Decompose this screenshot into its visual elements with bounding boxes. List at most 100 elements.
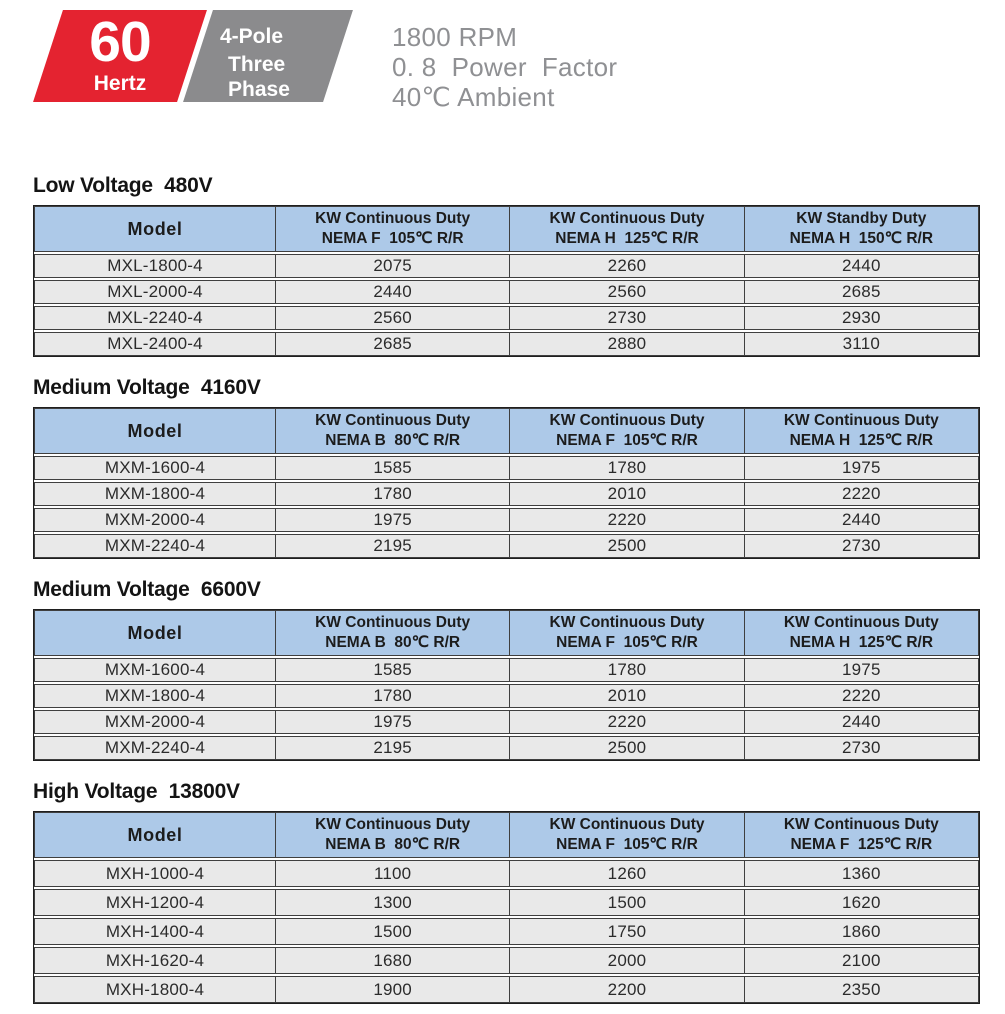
column-header-line1: KW Standby Duty xyxy=(796,209,927,227)
model-cell: MXM-1800-4 xyxy=(104,484,206,503)
table-row: MXH-1200-4 1300 1500 1620 xyxy=(34,889,979,916)
model-cell: MXM-1600-4 xyxy=(104,458,206,477)
value-cell: 1260 xyxy=(509,861,743,886)
column-header: KW Continuous Duty NEMA B 80℃ R/R xyxy=(275,611,509,655)
value-cell: 2685 xyxy=(743,281,978,303)
value-cell: 2075 xyxy=(275,255,509,277)
value-cell: 2260 xyxy=(509,255,743,277)
model-cell: MXM-2000-4 xyxy=(104,510,206,529)
phase-label: Three Phase xyxy=(228,53,290,102)
table-row: MXM-2000-4 1975 2220 2440 xyxy=(34,508,979,532)
table-row: MXH-1400-4 1500 1750 1860 xyxy=(34,918,979,945)
spec-table-low-voltage: Model KW Continuous Duty NEMA F 105℃ R/R… xyxy=(33,205,980,357)
value-cell: 2000 xyxy=(509,948,743,973)
value-cell: 2440 xyxy=(743,711,978,733)
value-cell: 2730 xyxy=(743,535,978,557)
column-header-line1: KW Continuous Duty xyxy=(783,815,939,833)
model-cell: MXH-1620-4 xyxy=(105,950,205,970)
spec-line-ambient: 40℃ Ambient xyxy=(392,82,555,112)
value-cell: 1860 xyxy=(743,919,978,944)
spec-table-medium-voltage-6600: Model KW Continuous Duty NEMA B 80℃ R/R … xyxy=(33,609,980,761)
column-header-line1: KW Continuous Duty xyxy=(549,411,705,429)
value-cell: 1585 xyxy=(275,659,509,681)
column-header: KW Continuous Duty NEMA H 125℃ R/R xyxy=(509,207,743,251)
column-header: KW Continuous Duty NEMA F 105℃ R/R xyxy=(509,611,743,655)
column-header-model: Model xyxy=(127,824,183,845)
value-cell: 2440 xyxy=(275,281,509,303)
column-header-line1: KW Continuous Duty xyxy=(783,411,939,429)
model-cell: MXH-1800-4 xyxy=(105,979,205,999)
value-cell: 2560 xyxy=(509,281,743,303)
value-cell: 1780 xyxy=(509,659,743,681)
value-cell: 1975 xyxy=(743,457,978,479)
column-header-line1: KW Continuous Duty xyxy=(549,815,705,833)
spec-block: 1800 RPM 0. 8 Power Factor 40℃ Ambient xyxy=(392,22,618,112)
value-cell: 2500 xyxy=(509,737,743,759)
value-cell: 2100 xyxy=(743,948,978,973)
column-header-line1: KW Continuous Duty xyxy=(783,613,939,631)
value-cell: 1680 xyxy=(275,948,509,973)
column-header-line2: NEMA F 125℃ R/R xyxy=(790,836,933,853)
model-cell: MXL-2400-4 xyxy=(107,334,203,353)
value-cell: 2440 xyxy=(743,255,978,277)
column-header-line2: NEMA B 80℃ R/R xyxy=(325,432,461,449)
section-title-high-voltage: High Voltage 13800V xyxy=(33,780,240,803)
table-row: MXM-2240-4 2195 2500 2730 xyxy=(34,736,979,760)
table-row: MXM-1800-4 1780 2010 2220 xyxy=(34,482,979,506)
table-header-row: Model KW Continuous Duty NEMA F 105℃ R/R… xyxy=(34,206,979,252)
value-cell: 2220 xyxy=(509,711,743,733)
column-header-line2: NEMA F 105℃ R/R xyxy=(556,634,698,651)
model-cell: MXH-1000-4 xyxy=(105,863,205,883)
column-header-line2: NEMA B 80℃ R/R xyxy=(325,836,461,853)
value-cell: 1975 xyxy=(743,659,978,681)
value-cell: 1900 xyxy=(275,977,509,1002)
value-cell: 1500 xyxy=(275,919,509,944)
spec-table-medium-voltage-4160: Model KW Continuous Duty NEMA B 80℃ R/R … xyxy=(33,407,980,559)
value-cell: 1975 xyxy=(275,711,509,733)
spec-line-power-factor: 0. 8 Power Factor xyxy=(392,52,618,82)
value-cell: 2500 xyxy=(509,535,743,557)
value-cell: 2440 xyxy=(743,509,978,531)
column-header-line1: KW Continuous Duty xyxy=(315,209,471,227)
pole-phase-badge: 4-Pole Three Phase xyxy=(183,10,353,102)
model-cell: MXH-1400-4 xyxy=(105,921,205,941)
column-header: KW Continuous Duty NEMA H 125℃ R/R xyxy=(743,611,978,655)
column-header-line2: NEMA B 80℃ R/R xyxy=(325,634,461,651)
value-cell: 2220 xyxy=(743,483,978,505)
model-cell: MXM-1600-4 xyxy=(104,660,206,679)
column-header-line2: NEMA H 125℃ R/R xyxy=(789,432,934,449)
table-row: MXL-1800-4 2075 2260 2440 xyxy=(34,254,979,278)
table-row: MXM-2000-4 1975 2220 2440 xyxy=(34,710,979,734)
column-header: KW Continuous Duty NEMA F 105℃ R/R xyxy=(509,813,743,857)
value-cell: 1975 xyxy=(275,509,509,531)
value-cell: 1780 xyxy=(275,685,509,707)
value-cell: 2195 xyxy=(275,737,509,759)
section-title-medium-voltage-4160: Medium Voltage 4160V xyxy=(33,376,261,399)
column-header-line1: KW Continuous Duty xyxy=(549,613,705,631)
header-badge-row: 60 Hertz 4-Pole Three Phase 1800 RPM 0. … xyxy=(33,10,980,112)
value-cell: 2685 xyxy=(275,333,509,355)
value-cell: 2220 xyxy=(509,509,743,531)
table-row: MXM-2240-4 2195 2500 2730 xyxy=(34,534,979,558)
value-cell: 2560 xyxy=(275,307,509,329)
table-row: MXH-1800-4 1900 2200 2350 xyxy=(34,976,979,1003)
value-cell: 2010 xyxy=(509,685,743,707)
column-header-line1: KW Continuous Duty xyxy=(315,815,471,833)
column-header: KW Standby Duty NEMA H 150℃ R/R xyxy=(743,207,978,251)
frequency-badge: 60 Hertz xyxy=(33,10,207,102)
value-cell: 3110 xyxy=(743,333,978,355)
model-cell: MXM-1800-4 xyxy=(104,686,206,705)
value-cell: 2930 xyxy=(743,307,978,329)
table-row: MXM-1800-4 1780 2010 2220 xyxy=(34,684,979,708)
value-cell: 2195 xyxy=(275,535,509,557)
table-header-row: Model KW Continuous Duty NEMA B 80℃ R/R … xyxy=(34,408,979,454)
table-row: MXM-1600-4 1585 1780 1975 xyxy=(34,456,979,480)
model-cell: MXL-2000-4 xyxy=(107,282,203,301)
model-cell: MXH-1200-4 xyxy=(105,892,205,912)
column-header-line2: NEMA H 125℃ R/R xyxy=(789,634,934,651)
value-cell: 1780 xyxy=(509,457,743,479)
section-title-low-voltage: Low Voltage 480V xyxy=(33,174,213,197)
column-header: KW Continuous Duty NEMA B 80℃ R/R xyxy=(275,813,509,857)
table-header-row: Model KW Continuous Duty NEMA B 80℃ R/R … xyxy=(34,610,979,656)
column-header-line2: NEMA F 105℃ R/R xyxy=(556,432,698,449)
